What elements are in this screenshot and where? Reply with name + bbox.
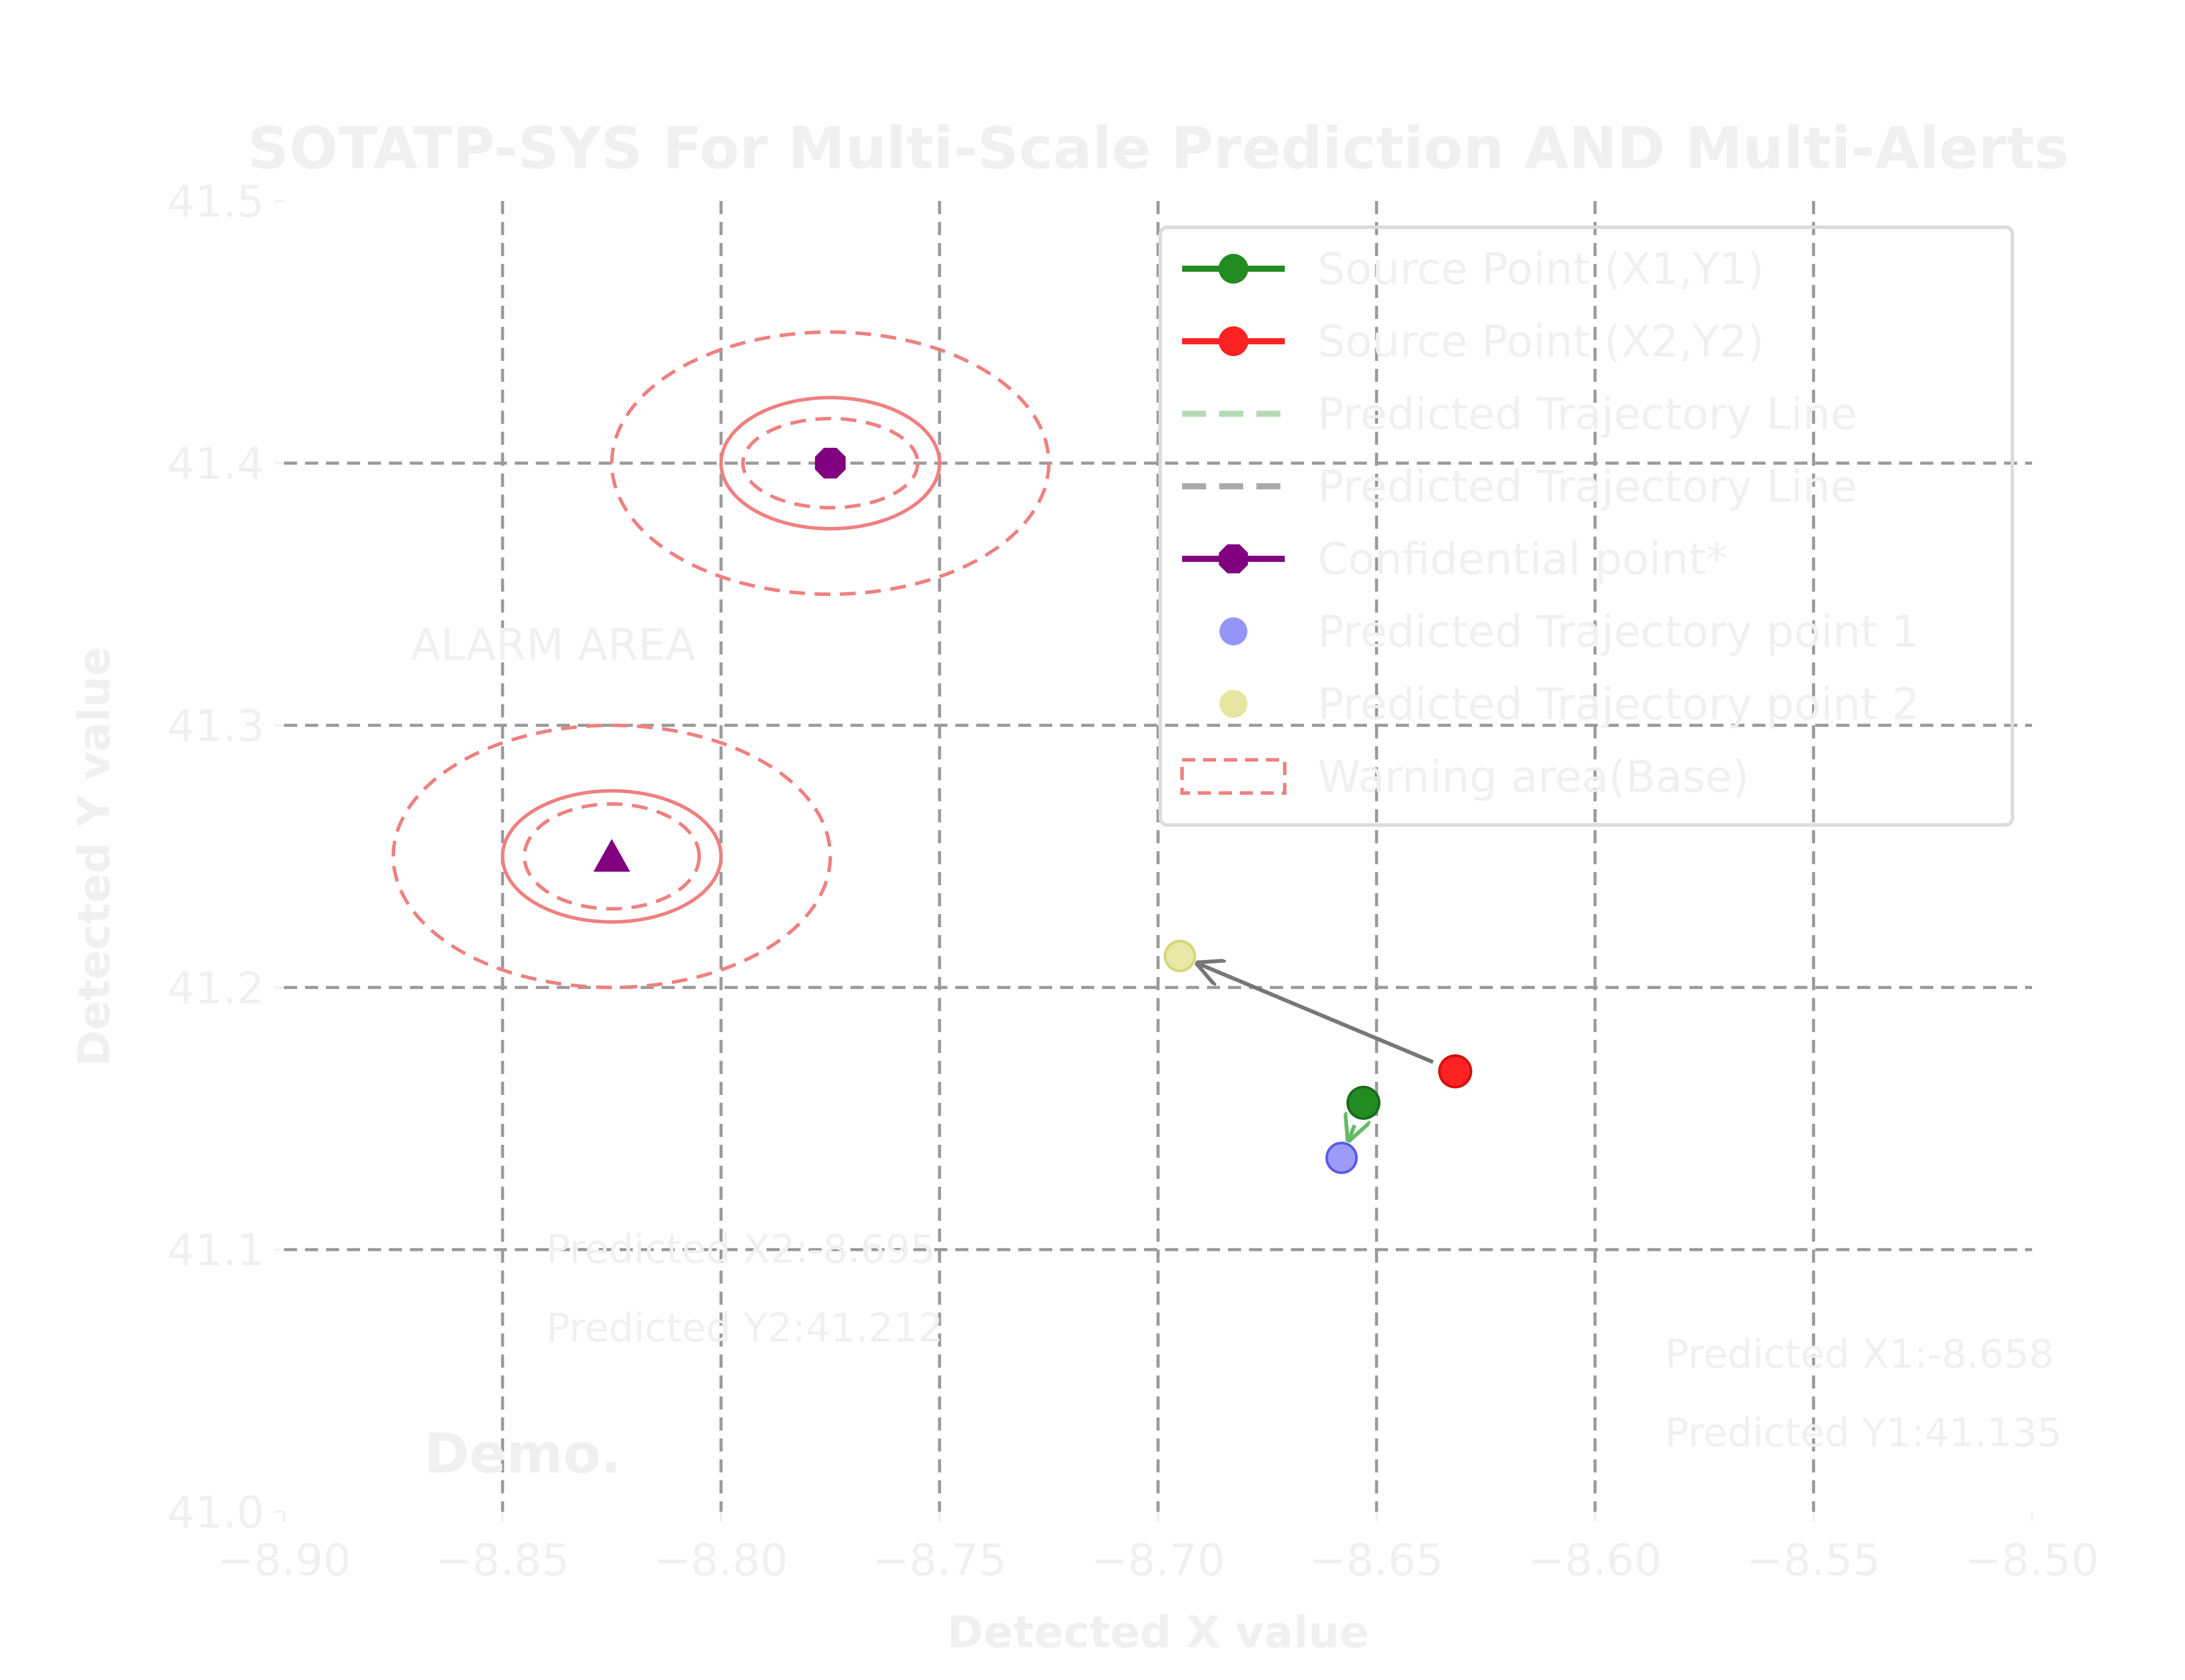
y-tick-label: 41.1 (167, 1225, 264, 1276)
data-points (593, 447, 1472, 1174)
legend-box (1158, 225, 2014, 827)
confidential-point (815, 447, 846, 479)
legend-label: Predicted Trajectory point 2 (1318, 679, 1919, 730)
axis-ticks: −8.90 −8.85 −8.80 −8.75 −8.70 −8.65 −8.60 −8.55… (167, 176, 2099, 1586)
source-point-2 (1438, 1054, 1472, 1088)
legend: Source Point (X1,Y1) Source Point (X2,Y2)… (1158, 225, 2014, 827)
y-axis-label: Detected Y value (69, 647, 120, 1067)
y-tick-label: 41.0 (167, 1487, 264, 1538)
legend-label: Source Point (X1,Y1) (1318, 243, 1764, 294)
warning-ring (523, 802, 701, 911)
warning-ring (741, 417, 919, 509)
warning-ring (392, 724, 832, 989)
legend-label: Warning area(Base) (1318, 751, 1749, 802)
legend-label: Predicted Trajectory Line (1318, 388, 1857, 440)
legend-marker (1219, 617, 1248, 645)
trajectory-lines (1198, 963, 1434, 1140)
y-tick-label: 41.5 (167, 176, 264, 227)
y-tick-label: 41.2 (167, 963, 264, 1014)
legend-label: Confidential point* (1318, 533, 1728, 585)
legend-marker (1218, 326, 1249, 356)
warning-ring (719, 396, 941, 530)
x-tick-label: −8.75 (873, 1535, 1006, 1586)
x-tick-label: −8.50 (1965, 1535, 2099, 1586)
legend-label: Source Point (X2,Y2) (1318, 316, 1764, 367)
warning-areas (392, 330, 1051, 989)
legend-marker (1219, 690, 1248, 718)
grid-layer (284, 201, 2032, 1512)
legend-marker (1218, 254, 1249, 284)
warning-ring (610, 330, 1051, 596)
annotation-text: Predicted Y2:41.212 (546, 1305, 943, 1351)
annotation-text: Predicted X2:-8.695 (546, 1226, 935, 1272)
annotation-text: ALARM AREA (411, 619, 696, 670)
x-axis-label: Detected X value (947, 1607, 1369, 1658)
x-tick-label: −8.85 (436, 1535, 569, 1586)
chart-title: SOTATP-SYS For Multi-Scale Prediction AN… (247, 115, 2068, 182)
trajectory-arrow (1198, 963, 1434, 1064)
x-tick-label: −8.70 (1091, 1535, 1225, 1586)
predicted-point-1 (1325, 1142, 1358, 1174)
annotation-text: Predicted Y1:41.135 (1665, 1410, 2062, 1456)
x-tick-label: −8.80 (654, 1535, 788, 1586)
legend-label: Predicted Trajectory point 1 (1318, 606, 1919, 657)
legend-label: Predicted Trajectory Line (1318, 461, 1857, 512)
trajectory-arrow (1349, 1125, 1355, 1140)
warning-ring (501, 789, 723, 924)
annotations: ALARM AREA Predicted X2:-8.695 Predicted Y… (411, 619, 2062, 1486)
predicted-point-2 (1164, 940, 1196, 972)
y-tick-label: 41.4 (167, 438, 264, 489)
annotation-text: Predicted X1:-8.658 (1665, 1331, 2054, 1377)
legend-box-swatch (1180, 758, 1287, 795)
x-tick-label: −8.90 (217, 1535, 351, 1586)
x-tick-label: −8.55 (1747, 1535, 1880, 1586)
source-point-1 (1346, 1086, 1380, 1120)
alarm-area-marker (593, 839, 630, 872)
x-tick-label: −8.60 (1528, 1535, 1662, 1586)
annotation-text: Demo. (424, 1422, 621, 1486)
y-tick-label: 41.3 (167, 700, 264, 752)
legend-marker (1219, 544, 1248, 574)
x-tick-label: −8.65 (1310, 1535, 1443, 1586)
